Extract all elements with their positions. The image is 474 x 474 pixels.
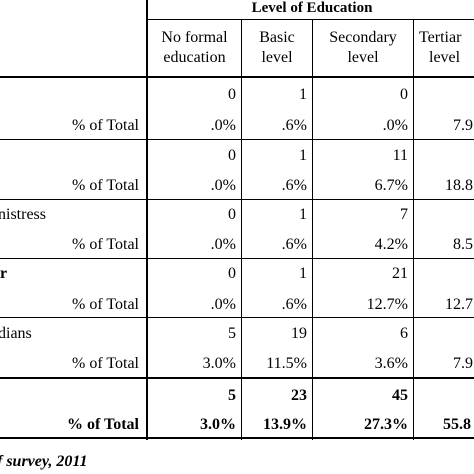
count-cell: 0: [228, 206, 236, 223]
table-hline: [146, 19, 474, 20]
row-label: r: [0, 265, 8, 282]
pct-label: % of Total: [71, 296, 139, 313]
table-vline: [413, 20, 414, 440]
total-count-cell: 23: [291, 387, 307, 404]
count-cell: 21: [392, 265, 408, 282]
column-header-no-formal: No formal education: [148, 30, 241, 66]
count-cell: 0: [400, 86, 408, 103]
total-pct-cell: 13.9%: [263, 416, 307, 433]
count-cell: 1: [299, 86, 307, 103]
pct-label: % of Total: [71, 117, 139, 134]
pct-cell: .0%: [382, 117, 408, 134]
pct-cell: 3.0%: [202, 355, 236, 372]
pct-cell: 7.9: [453, 117, 473, 134]
column-header-line: education: [163, 49, 226, 66]
pct-cell: .0%: [210, 117, 236, 134]
count-cell: 6: [400, 325, 408, 342]
table-hline: [0, 437, 474, 439]
count-cell: 0: [228, 147, 236, 164]
table-hline: [0, 76, 474, 78]
column-header-line: Secondary: [329, 29, 397, 46]
count-cell: 1: [299, 206, 307, 223]
count-cell: 11: [392, 147, 408, 164]
row-label: nistress: [0, 206, 46, 223]
count-cell: 19: [291, 325, 307, 342]
table-hline: [0, 258, 474, 259]
pct-cell: .6%: [281, 296, 307, 313]
pct-label: % of Total: [71, 236, 139, 253]
table-vline: [241, 20, 242, 440]
column-header-line: Tertiar: [419, 30, 462, 46]
source-note: f survey, 2011: [0, 453, 88, 470]
row-label: dians: [0, 325, 32, 342]
column-header-line: No formal: [161, 29, 228, 46]
total-pct-cell: 3.0%: [200, 416, 236, 433]
table-hline: [0, 377, 474, 379]
column-group-title: Level of Education: [251, 0, 373, 16]
column-header-tertiary: Tertiar level: [419, 30, 474, 66]
table-hline: [0, 139, 474, 140]
pct-cell: 3.6%: [374, 355, 408, 372]
column-header-line: level: [261, 49, 293, 66]
count-cell: 0: [228, 265, 236, 282]
table-hline: [0, 199, 474, 200]
pct-cell: 4.2%: [374, 236, 408, 253]
pct-cell: .0%: [210, 177, 236, 194]
pct-cell: 18.8: [445, 177, 473, 194]
pct-cell: .6%: [281, 236, 307, 253]
pct-cell: 12.7%: [366, 296, 408, 313]
table-vline: [312, 20, 313, 440]
pct-label: % of Total: [71, 355, 139, 372]
pct-cell: 6.7%: [374, 177, 408, 194]
total-count-cell: 5: [228, 387, 236, 404]
pct-cell: .0%: [210, 236, 236, 253]
table-vline: [146, 0, 148, 440]
pct-cell: 8.5: [453, 236, 473, 253]
pct-cell: 7.9: [453, 355, 473, 372]
column-header-secondary: Secondary level: [313, 30, 413, 66]
column-header-line: Basic: [259, 29, 295, 46]
total-pct-label: % of Total: [66, 416, 139, 433]
pct-cell: 12.7: [445, 296, 473, 313]
total-pct-cell: 55.8: [443, 416, 471, 433]
total-pct-cell: 27.3%: [364, 416, 408, 433]
pct-cell: .6%: [281, 117, 307, 134]
count-cell: 1: [299, 147, 307, 164]
pct-cell: .6%: [281, 177, 307, 194]
total-count-cell: 45: [392, 387, 408, 404]
count-cell: 0: [228, 86, 236, 103]
table-hline: [0, 317, 474, 318]
column-header-line: level: [429, 49, 461, 66]
pct-label: % of Total: [71, 177, 139, 194]
column-header-basic: Basic level: [242, 30, 312, 66]
count-cell: 7: [400, 206, 408, 223]
count-cell: 1: [299, 265, 307, 282]
column-header-line: level: [347, 49, 379, 66]
pct-cell: .0%: [210, 296, 236, 313]
count-cell: 5: [228, 325, 236, 342]
pct-cell: 11.5%: [266, 355, 307, 372]
